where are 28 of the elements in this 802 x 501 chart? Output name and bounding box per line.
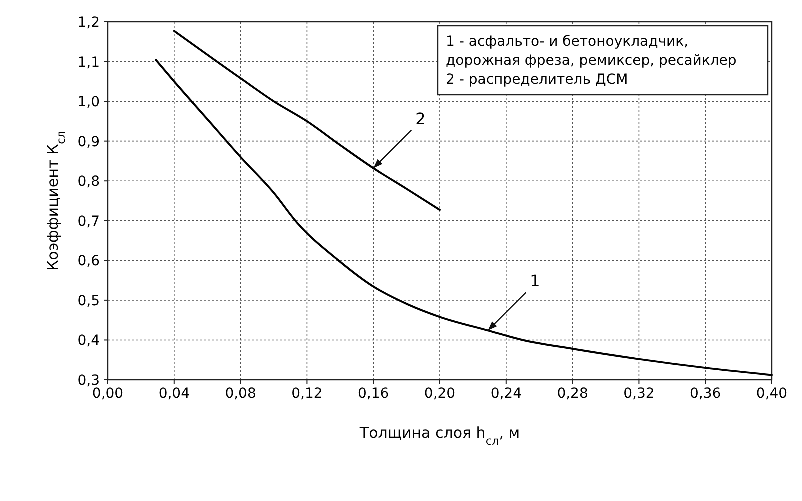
annotation: 1 - асфальто- и бетоноукладчик,: [446, 34, 689, 50]
x-tick-label: 0,40: [756, 386, 788, 402]
x-tick-label: 0,20: [424, 386, 456, 402]
x-tick-label: 0,08: [225, 386, 256, 402]
x-tick-label: 0,24: [490, 386, 522, 402]
x-tick-label: 0,16: [358, 386, 390, 402]
annotation: 1: [530, 272, 540, 291]
annotation: дорожная фреза, ремиксер, ресайклер: [446, 53, 737, 69]
y-tick-label: 0,8: [78, 174, 100, 190]
line-series: [173, 30, 441, 212]
y-tick-label: 0,9: [78, 134, 100, 150]
y-tick-label: 1,0: [78, 94, 100, 111]
x-tick-label: 0,12: [292, 386, 323, 402]
x-axis-title: Толщина слоя h$_{сл}$, м: [358, 424, 520, 448]
x-tick-label: 0,04: [158, 386, 190, 402]
y-tick-label: 0,3: [78, 373, 100, 389]
annotation: 2 - распределитель ДСМ: [446, 72, 628, 88]
x-tick-label: 0,00: [92, 386, 124, 402]
x-tick-label: 0,36: [690, 386, 722, 402]
y-tick-label: 1,1: [78, 54, 100, 71]
y-tick-label: 0,7: [78, 214, 100, 230]
y-tick-label: 0,6: [78, 254, 100, 270]
y-tick-label: 0,4: [78, 333, 100, 350]
x-tick-label: 0,28: [557, 386, 588, 402]
annotation: 2: [416, 109, 426, 128]
y-tick-label: 0,5: [78, 293, 100, 310]
x-tick-label: 0,32: [624, 386, 655, 402]
y-tick-label: 1,2: [78, 15, 100, 31]
